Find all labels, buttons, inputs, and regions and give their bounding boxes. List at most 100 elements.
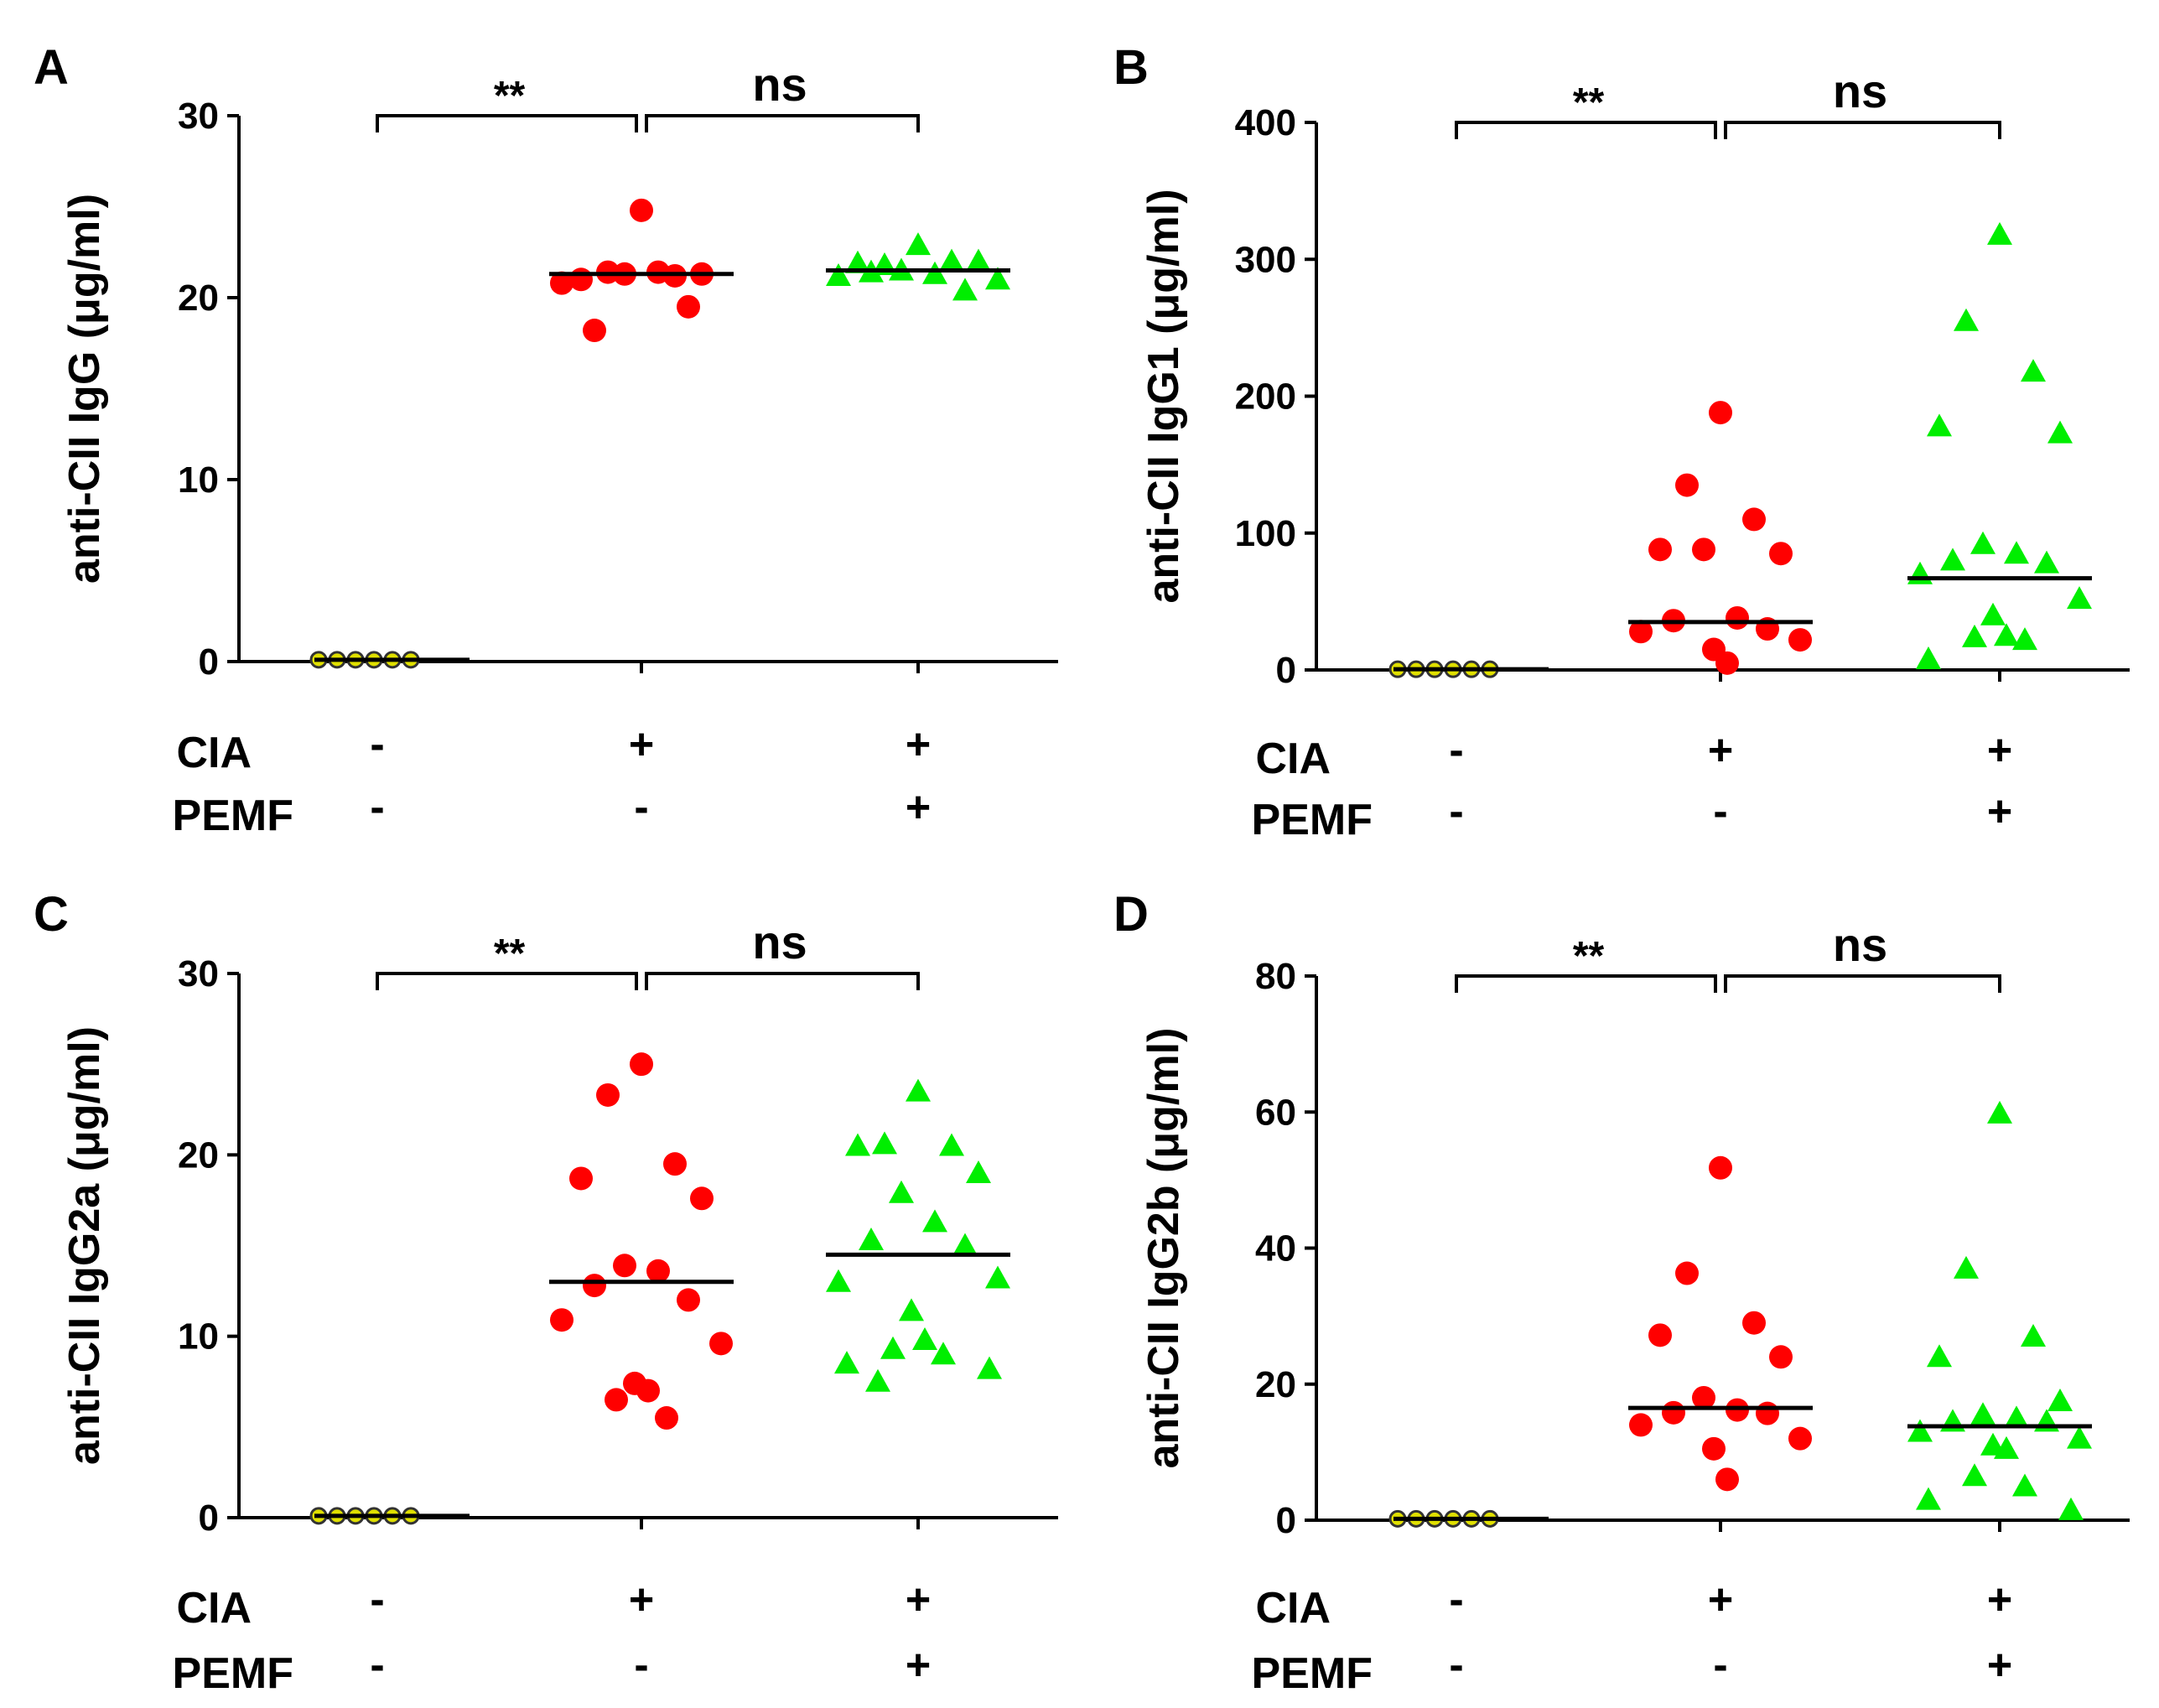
data-point [985, 267, 1010, 290]
cia-sign: - [370, 720, 384, 769]
group-CIA [549, 1052, 734, 1430]
data-point [1675, 1261, 1699, 1285]
data-point [826, 262, 851, 286]
data-point [2004, 1405, 2029, 1429]
y-tick-label: 10 [178, 459, 219, 501]
pemf-row-label: PEMF [173, 792, 293, 840]
data-point [630, 1052, 653, 1077]
significance-bracket-left [1455, 121, 1717, 139]
pemf-sign: - [1713, 1641, 1727, 1690]
pemf-sign: - [370, 783, 384, 832]
panel-letter: A [34, 40, 69, 95]
group-control [309, 1507, 470, 1525]
data-point [1742, 1311, 1766, 1335]
y-axis-label: anti-CII IgG2a (μg/ml) [60, 1026, 109, 1465]
data-point [569, 1166, 593, 1191]
data-point [583, 1274, 606, 1298]
cia-sign: + [906, 720, 931, 769]
data-point [550, 1308, 573, 1332]
significance-label: ns [752, 916, 807, 968]
data-point [1916, 646, 1941, 669]
data-point [1927, 1344, 1952, 1368]
y-axis-label: anti-CII IgG2b (μg/ml) [1139, 1028, 1188, 1469]
data-point [1970, 531, 1996, 554]
data-point [922, 1209, 947, 1233]
data-point [865, 1368, 890, 1392]
data-point [1954, 308, 1979, 331]
data-point [1742, 507, 1766, 532]
cia-sign: + [906, 1576, 931, 1624]
data-point [1907, 561, 1933, 584]
panel-letter: D [1113, 887, 1149, 942]
y-tick-label: 30 [178, 953, 219, 994]
data-point [1726, 605, 1749, 630]
group-CIA [1628, 1155, 1813, 1492]
y-tick-label: 60 [1255, 1092, 1296, 1133]
y-tick-label: 10 [178, 1316, 219, 1358]
significance-label: ** [1573, 80, 1605, 125]
data-point [1962, 624, 1987, 647]
data-point [1648, 537, 1672, 562]
cia-row-label: CIA [1255, 1584, 1331, 1633]
data-point [889, 1180, 914, 1203]
group-control [309, 651, 470, 669]
data-point [1675, 473, 1699, 497]
data-point [1980, 602, 2006, 626]
cia-sign: + [1987, 726, 2012, 775]
cia-sign: + [1708, 1576, 1733, 1624]
data-point [655, 1406, 678, 1430]
significance-bracket-left [1455, 974, 1717, 993]
data-point [1629, 1413, 1653, 1437]
data-point [677, 1288, 700, 1312]
pemf-row-label: PEMF [1252, 796, 1373, 844]
y-tick-label: 400 [1235, 102, 1296, 143]
data-point [1987, 221, 2012, 245]
y-tick-label: 30 [178, 96, 219, 137]
data-point [1756, 1401, 1779, 1425]
data-point [906, 1078, 931, 1102]
y-tick-label: 300 [1235, 239, 1296, 280]
data-point [613, 1254, 636, 1278]
pemf-sign: + [906, 783, 931, 832]
group-CIA [549, 198, 734, 343]
significance-label: ns [1833, 65, 1887, 117]
group-control [1388, 1509, 1549, 1528]
cia-row-label: CIA [176, 1584, 252, 1633]
pemf-sign: - [1449, 787, 1463, 836]
data-point [677, 294, 700, 319]
data-point [709, 1332, 733, 1356]
data-point [1769, 542, 1793, 566]
y-axis-label: anti-CII IgG (μg/ml) [60, 194, 109, 584]
data-point [2067, 1425, 2092, 1449]
pemf-row-label: PEMF [1252, 1649, 1373, 1698]
cia-row-label: CIA [1255, 735, 1331, 783]
data-point [583, 319, 606, 343]
cia-sign: - [370, 1576, 384, 1624]
significance-bracket-left [376, 114, 638, 132]
data-point [605, 1388, 628, 1412]
data-point [899, 1298, 924, 1321]
data-point [1987, 1100, 2012, 1124]
cia-sign: - [1449, 726, 1463, 775]
data-point [1662, 1400, 1685, 1425]
y-tick-label: 0 [1276, 650, 1296, 691]
y-tick-label: 20 [178, 1134, 219, 1176]
data-point [1927, 413, 1952, 437]
significance-label: ** [494, 74, 526, 118]
data-point [1994, 1435, 2019, 1459]
cia-sign: + [629, 720, 654, 769]
group-CIA+PEMF [826, 232, 1010, 301]
cia-sign: + [629, 1576, 654, 1624]
data-point [1715, 651, 1739, 675]
data-point [912, 1326, 937, 1350]
data-point [1648, 1323, 1672, 1347]
data-point [2047, 420, 2073, 444]
data-point [977, 1356, 1002, 1379]
data-point [2021, 1323, 2046, 1347]
data-point [880, 1336, 906, 1359]
data-point [872, 1131, 897, 1155]
pemf-sign: - [1713, 787, 1727, 836]
data-point [1692, 537, 1715, 562]
